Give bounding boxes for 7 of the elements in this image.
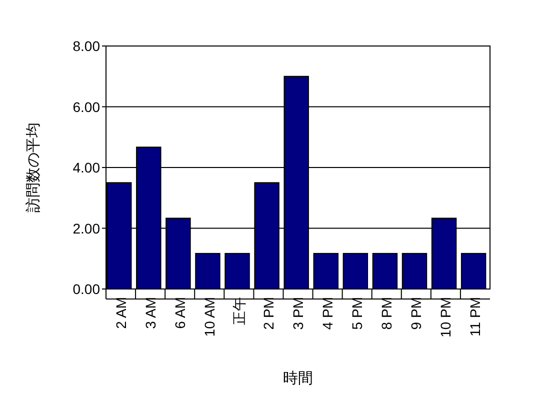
y-tick-label: 0.00 <box>72 281 100 297</box>
y-tick-label: 6.00 <box>72 98 100 115</box>
y-tick-label: 4.00 <box>72 160 100 176</box>
x-axis-title: 時間 <box>283 370 313 387</box>
y-tick-label: 2.00 <box>72 220 100 236</box>
y-tick-label: 8.00 <box>72 38 100 54</box>
y-axis-title: 訪問数の平均 <box>25 122 42 212</box>
